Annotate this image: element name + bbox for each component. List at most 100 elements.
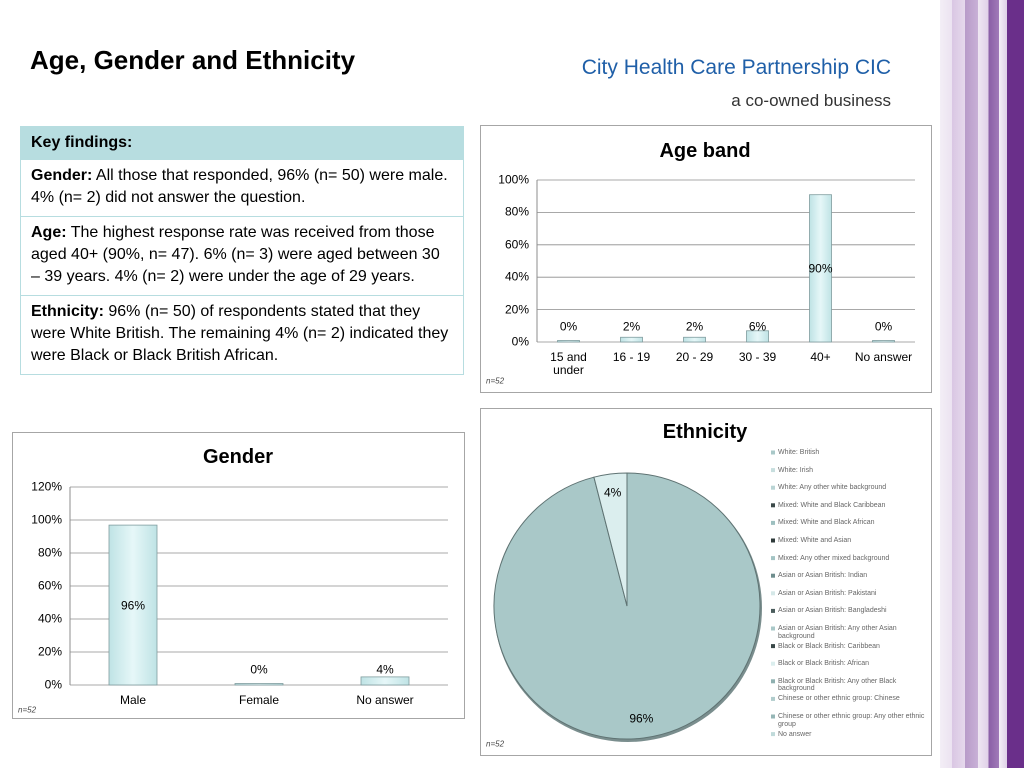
- legend-entry: Asian or Asian British: Any other Asian …: [778, 625, 897, 640]
- legend-swatch: [771, 608, 775, 613]
- value-label: 0%: [250, 662, 268, 677]
- pie-slice: [593, 472, 628, 607]
- finding: Gender: All those that responded, 96% (n…: [21, 159, 463, 216]
- finding-label: Ethnicity:: [31, 303, 104, 320]
- value-label: 6%: [748, 319, 767, 334]
- chart-note: n=52: [18, 705, 37, 715]
- y-tick-label: 80%: [504, 204, 529, 219]
- y-tick-label: 20%: [37, 644, 62, 659]
- legend-entry: White: British: [778, 449, 820, 456]
- x-tick-label: Female: [238, 693, 279, 707]
- bar: [683, 336, 706, 343]
- legend-swatch: [771, 538, 775, 543]
- bar: [620, 336, 643, 343]
- legend-entry: Black or Black British: African: [778, 660, 870, 668]
- legend-swatch: [771, 679, 775, 684]
- bar: [108, 524, 158, 686]
- finding: Ethnicity: 96% (n= 50) of respondents st…: [21, 295, 463, 374]
- x-tick-label: No answer: [356, 693, 414, 707]
- bar: [746, 330, 769, 343]
- value-label: 0%: [559, 319, 578, 334]
- value-label: 2%: [622, 319, 641, 334]
- x-tick-label: Male: [119, 693, 146, 707]
- decor-stripes: [940, 0, 1024, 768]
- finding-text: All those that responded, 96% (n= 50) we…: [31, 167, 448, 206]
- bar: [557, 340, 580, 343]
- legend-swatch: [771, 503, 775, 508]
- legend-entry: Asian or Asian British: Bangladeshi: [778, 607, 887, 615]
- bar: [234, 683, 284, 686]
- y-tick-label: 60%: [37, 578, 62, 593]
- chart-frame: [12, 432, 465, 719]
- legend-entry: Black or Black British: Any other Black …: [778, 677, 897, 693]
- y-tick-label: 60%: [504, 237, 529, 252]
- chart-note: n=52: [486, 376, 505, 386]
- value-label: 96%: [629, 711, 654, 726]
- finding-text: 96% (n= 50) of respondents stated that t…: [31, 303, 449, 364]
- legend-entry: No answer: [778, 730, 812, 738]
- x-tick-label: 20 - 29: [675, 350, 714, 364]
- finding-label: Gender:: [31, 167, 93, 184]
- value-label: 90%: [808, 261, 833, 276]
- value-label: 2%: [685, 319, 704, 334]
- legend-swatch: [771, 485, 775, 490]
- legend-swatch: [771, 626, 775, 631]
- tagline: a co-owned business: [731, 91, 891, 110]
- value-label: 4%: [376, 662, 394, 677]
- findings-table: Key findings: Gender: All those that res…: [20, 126, 464, 375]
- y-tick-label: 0%: [511, 334, 529, 349]
- legend-entry: Black or Black British: Caribbean: [778, 642, 880, 650]
- chart-title: Ethnicity: [662, 421, 748, 443]
- value-label: 0%: [874, 319, 893, 334]
- legend-swatch: [771, 573, 775, 578]
- finding-text: The highest response rate was received f…: [31, 224, 440, 285]
- bar: [809, 194, 832, 343]
- legend-swatch: [771, 714, 775, 719]
- legend-entry: Asian or Asian British: Indian: [778, 572, 868, 580]
- legend-swatch: [771, 450, 775, 455]
- legend-entry: Mixed: White and Asian: [778, 537, 852, 544]
- findings-heading: Key findings:: [21, 127, 463, 159]
- organisation: City Health Care Partnership CIC: [581, 56, 891, 79]
- legend-entry: Mixed: White and Black Caribbean: [778, 501, 886, 509]
- legend-entry: White: Irish: [778, 466, 814, 474]
- chart-frame: [480, 125, 932, 393]
- finding: Age: The highest response rate was recei…: [21, 216, 463, 295]
- legend-entry: Chinese or other ethnic group: Chinese: [778, 695, 900, 703]
- chart-note: n=52: [486, 739, 505, 749]
- bar: [360, 676, 410, 686]
- value-label: 4%: [603, 484, 622, 499]
- legend-swatch: [771, 520, 775, 525]
- legend-swatch: [771, 591, 775, 596]
- legend-swatch: [771, 732, 775, 737]
- x-tick-label: 40+: [810, 350, 831, 364]
- legend-entry: Mixed: Any other mixed background: [778, 554, 890, 562]
- legend-entry: Asian or Asian British: Pakistani: [778, 589, 877, 597]
- legend-swatch: [771, 468, 775, 473]
- legend-entry: Chinese or other ethnic group: Any other…: [778, 713, 925, 728]
- legend-swatch: [771, 644, 775, 649]
- legend-swatch: [771, 661, 775, 666]
- bar: [872, 340, 895, 343]
- legend-entry: Mixed: White and Black African: [778, 519, 875, 527]
- legend-swatch: [771, 556, 775, 561]
- y-tick-label: 120%: [31, 479, 62, 494]
- y-tick-label: 20%: [504, 302, 529, 316]
- y-tick-label: 100%: [31, 512, 62, 527]
- y-tick-label: 40%: [37, 611, 62, 626]
- x-tick-label: 15 and under: [550, 350, 587, 378]
- legend-swatch: [771, 696, 775, 701]
- finding-label: Age:: [31, 224, 67, 241]
- y-tick-label: 80%: [37, 545, 62, 560]
- value-label: 96%: [120, 598, 146, 613]
- x-tick-label: 30 - 39: [738, 350, 777, 364]
- legend-entry: White: Any other white background: [778, 484, 887, 492]
- y-tick-label: 100%: [498, 172, 529, 187]
- y-tick-label: 0%: [44, 677, 62, 692]
- chart-title: Age band: [659, 140, 751, 162]
- chart-title: Gender: [202, 446, 274, 468]
- x-tick-label: No answer: [854, 350, 913, 364]
- y-tick-label: 40%: [504, 269, 529, 284]
